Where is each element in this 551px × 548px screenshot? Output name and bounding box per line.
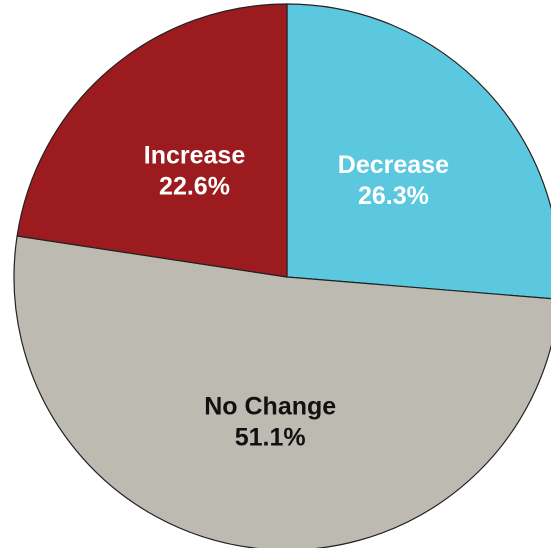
pie-label-percent: 26.3%: [358, 182, 429, 210]
pie-label-name: Decrease: [338, 151, 449, 179]
pie-label-increase: Increase 22.6%: [144, 141, 246, 200]
pie-label-decrease: Decrease 26.3%: [338, 151, 449, 210]
pie-label-percent: 22.6%: [159, 172, 230, 200]
pie-slice-increase: [16, 3, 288, 278]
pie-labels: Decrease 26.3% No Change 51.1% Increase 22.6%: [144, 141, 449, 451]
pie-label-percent: 51.1%: [235, 424, 306, 452]
pie-label-name: Increase: [144, 141, 246, 169]
pie-slice-no-change: [13, 235, 551, 548]
pie-slices: [13, 3, 551, 548]
pie-slice-decrease: [286, 3, 551, 300]
pie-label-name: No Change: [204, 393, 336, 421]
pie-label-no-change: No Change 51.1%: [204, 393, 336, 452]
